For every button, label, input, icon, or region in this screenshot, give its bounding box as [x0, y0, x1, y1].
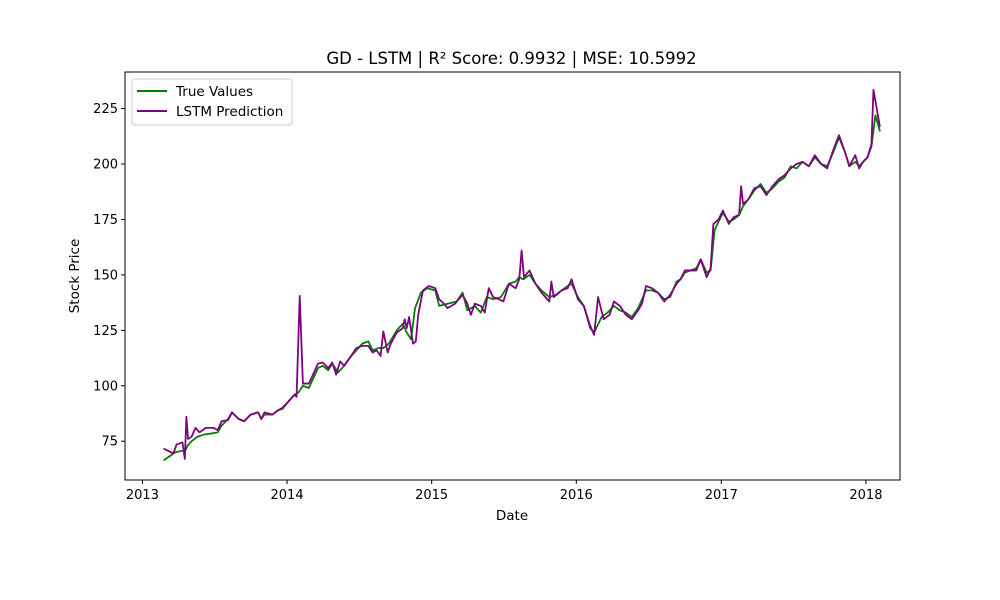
legend-box	[131, 78, 293, 126]
y-axis-label: Stock Price	[67, 239, 83, 314]
y-tick-label-75: 75	[101, 435, 118, 450]
y-tick-label-125: 125	[93, 324, 118, 339]
legend-label-true-values: True Values	[175, 84, 253, 100]
x-tick-label-2018: 2018	[849, 488, 882, 503]
series-line-lstm-prediction	[163, 88, 881, 460]
x-tick-label-2015: 2015	[415, 488, 448, 503]
x-tick-label-2014: 2014	[271, 488, 304, 503]
legend-label-lstm-prediction: LSTM Prediction	[176, 104, 283, 120]
plot-area	[125, 72, 900, 480]
legend: True Values LSTM Prediction	[131, 78, 293, 126]
axes: 2013 2014 2015 2016 2017 2018 75 100 125 150 175 20…	[93, 71, 901, 503]
y-tick-label-100: 100	[93, 379, 118, 394]
y-tick-label-225: 225	[93, 102, 118, 117]
x-axis-label: Date	[496, 508, 528, 524]
y-tick-label-150: 150	[93, 268, 118, 283]
plot-frame	[124, 71, 901, 481]
chart-title: GD - LSTM | R² Score: 0.9932 | MSE: 10.5…	[326, 49, 696, 68]
y-tick-label-175: 175	[93, 213, 118, 228]
x-tick-label-2016: 2016	[560, 488, 593, 503]
y-tick-label-200: 200	[93, 158, 118, 173]
x-tick-label-2017: 2017	[705, 488, 738, 503]
plot-background	[125, 72, 900, 480]
x-tick-label-2013: 2013	[126, 488, 159, 503]
